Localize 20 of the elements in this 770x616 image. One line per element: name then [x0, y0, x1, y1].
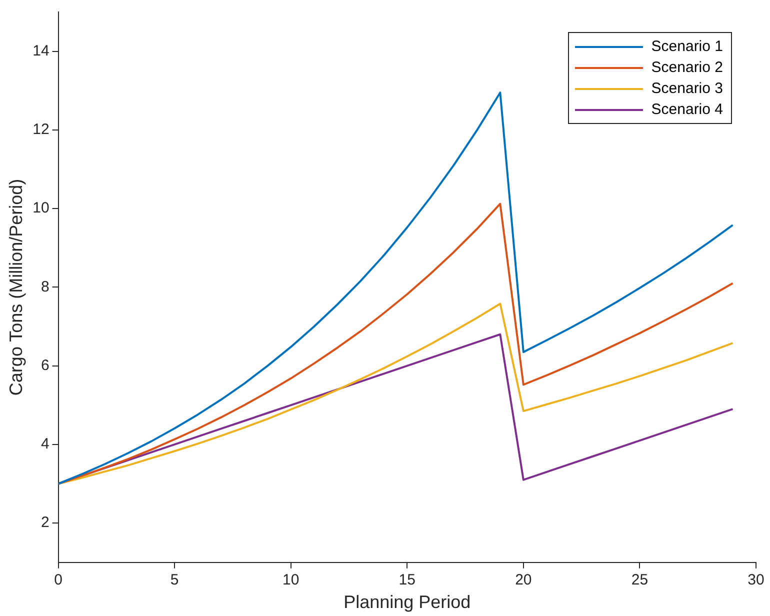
legend-label: Scenario 4: [651, 101, 723, 118]
x-tick-label: 10: [282, 572, 300, 589]
x-tick-label: 0: [54, 572, 62, 589]
legend-label: Scenario 2: [651, 59, 723, 76]
y-tick-label: 12: [32, 121, 50, 138]
x-tick-label: 20: [515, 572, 532, 589]
legend-label: Scenario 1: [651, 38, 723, 55]
x-tick-label: 5: [170, 572, 179, 589]
x-tick-label: 15: [398, 572, 416, 589]
y-tick-label: 6: [40, 356, 50, 374]
x-axis-title: Planning Period: [344, 592, 471, 612]
y-tick-label: 4: [40, 436, 50, 453]
y-axis-title: Cargo Tons (Million/Period): [6, 178, 26, 396]
y-tick-label: 10: [32, 200, 50, 217]
x-tick-label: 25: [631, 572, 648, 589]
y-tick-label: 2: [40, 514, 50, 532]
y-tick-label: 14: [32, 42, 50, 60]
legend-label: Scenario 3: [651, 80, 723, 97]
y-tick-label: 8: [40, 278, 50, 296]
x-tick-label: 30: [748, 572, 764, 589]
